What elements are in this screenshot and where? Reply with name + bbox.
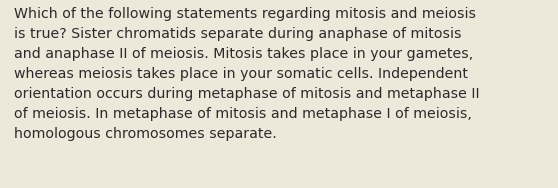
Text: Which of the following statements regarding mitosis and meiosis
is true? Sister : Which of the following statements regard… bbox=[14, 7, 479, 141]
